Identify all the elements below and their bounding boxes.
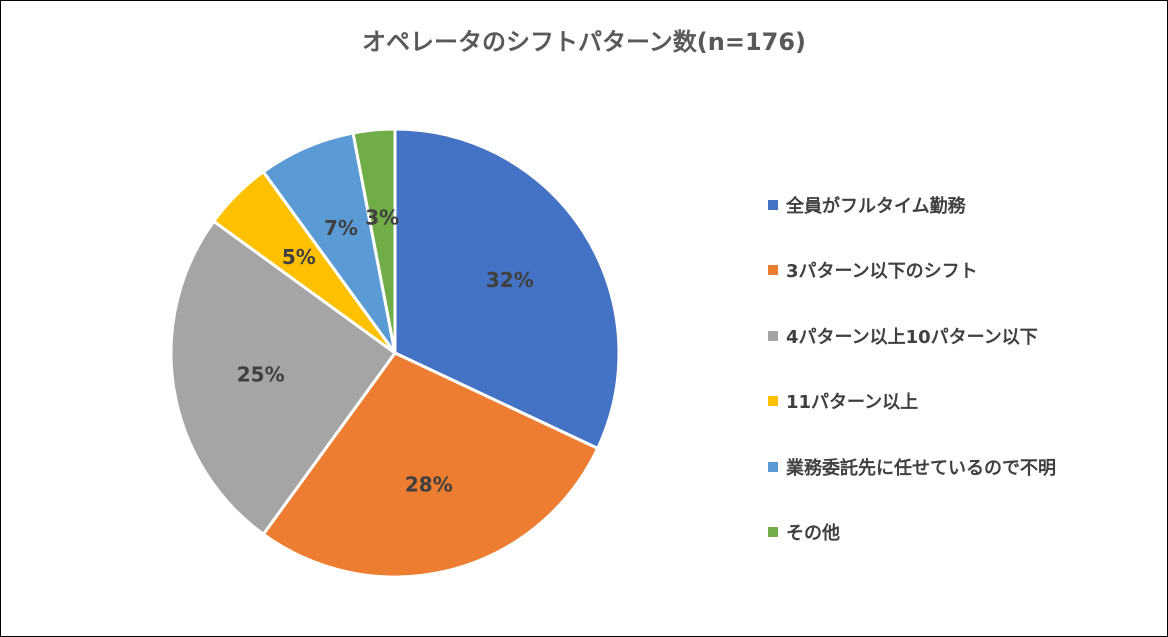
legend-swatch xyxy=(768,330,778,341)
slice-data-label: 5% xyxy=(282,245,316,269)
slice-data-label: 32% xyxy=(486,268,534,292)
pie-slice xyxy=(261,351,600,579)
legend: 全員がフルタイム勤務 3パターン以下のシフト 4パターン以上10パターン以下 1… xyxy=(768,172,1056,565)
legend-swatch xyxy=(768,199,778,210)
legend-label: その他 xyxy=(786,523,840,545)
slice-data-label: 3% xyxy=(365,206,399,230)
slice-data-label: 28% xyxy=(405,473,453,497)
pie-slice xyxy=(169,219,398,537)
legend-label: 業務委託先に任せているので不明 xyxy=(786,457,1056,479)
legend-label: 4パターン以上10パターン以下 xyxy=(786,326,1038,348)
legend-swatch xyxy=(768,527,778,538)
legend-item: 4パターン以上10パターン以下 xyxy=(768,303,1056,369)
legend-swatch xyxy=(768,396,778,407)
slice-data-label: 7% xyxy=(324,216,358,240)
legend-swatch xyxy=(768,461,778,472)
legend-item: 11パターン以上 xyxy=(768,369,1056,435)
pie-slice xyxy=(351,127,397,354)
legend-item: 3パターン以下のシフト xyxy=(768,238,1056,304)
legend-item: 業務委託先に任せているので不明 xyxy=(768,434,1056,500)
legend-label: 3パターン以下のシフト xyxy=(786,261,978,283)
pie-slice xyxy=(393,127,621,451)
chart-title: オペレータのシフトパターン数(n=176) xyxy=(361,28,807,56)
legend-item: その他 xyxy=(768,500,1056,566)
legend-item: 全員がフルタイム勤務 xyxy=(768,172,1056,238)
legend-swatch xyxy=(768,265,778,276)
legend-label: 全員がフルタイム勤務 xyxy=(786,195,966,217)
slice-data-label: 25% xyxy=(237,362,285,386)
legend-label: 11パターン以上 xyxy=(786,392,919,414)
